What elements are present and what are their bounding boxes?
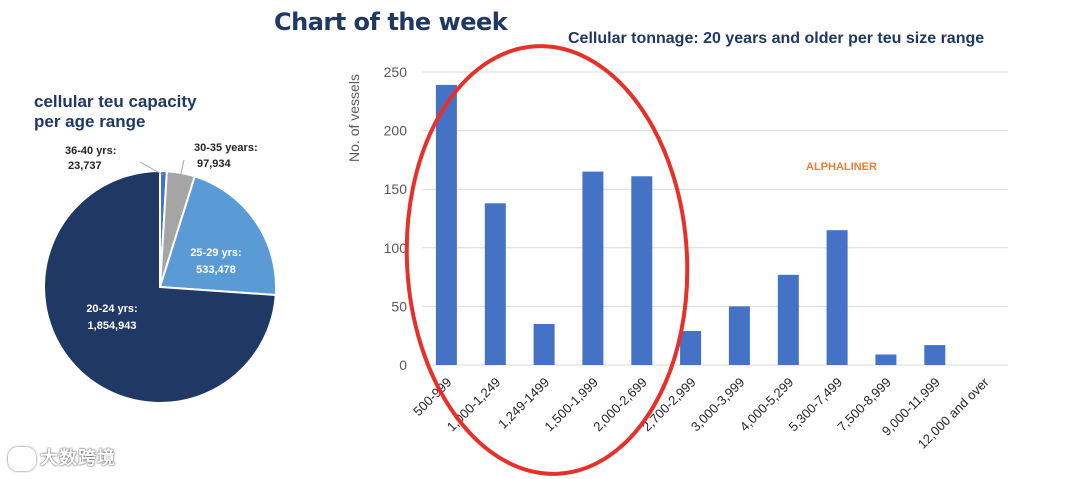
bar-500-999 [435, 84, 457, 366]
ytick-100: 100 [384, 240, 408, 256]
headline: Chart of the week [274, 8, 508, 36]
ytick-50: 50 [391, 298, 407, 314]
xtick-500-999: 500-999 [410, 375, 454, 419]
watermark: 大数跨境 [8, 444, 116, 472]
watermark-text: 大数跨境 [40, 448, 116, 468]
watermark-logo-icon [8, 447, 36, 472]
bar-5,300-7,499 [826, 230, 848, 365]
alphaliner-brand: ALPHALINER [806, 161, 877, 173]
pie-value-20-24: 1,854,943 [88, 320, 137, 332]
bar-4,000-5,299 [777, 274, 799, 365]
pie-slice-25-29 [158, 175, 277, 297]
pie-leader-30-35 [179, 159, 185, 177]
highlight-circle [404, 44, 690, 476]
ytick-200: 200 [384, 123, 408, 139]
bar-2,700-2,999 [680, 331, 702, 365]
pie-value-25-29: 533,478 [196, 264, 236, 276]
pie-value-30-35: 97,934 [197, 158, 232, 170]
pie-label-25-29: 25-29 yrs: [190, 247, 241, 259]
pie-leader-36-40 [139, 161, 164, 176]
bar-7,500-8,999 [875, 354, 897, 365]
pie-title-line2: per age range [34, 112, 146, 131]
bar-chart-title: Cellular tonnage: 20 years and older per… [568, 30, 985, 47]
pie-label-20-24: 20-24 yrs: [86, 303, 137, 315]
bar-1,500-1,999 [582, 171, 604, 365]
y-axis-label: No. of vessels [346, 74, 362, 162]
pie-label-30-35: 30-35 years: [194, 142, 258, 154]
pie-slice-20-24 [43, 169, 277, 404]
ytick-0: 0 [399, 357, 407, 373]
bar-3,000-3,999 [728, 306, 750, 365]
bar-1,000-1,249 [484, 203, 506, 365]
pie-title: cellular teu capacity per age range [34, 92, 197, 132]
pie-label-36-40: 36-40 yrs: [65, 145, 116, 157]
bar-9,000-11,999 [924, 345, 946, 365]
bar-1,249-1499 [533, 324, 555, 365]
ytick-250: 250 [384, 64, 408, 80]
bar-2,000-2,699 [631, 176, 653, 365]
pie-value-36-40: 23,737 [68, 160, 102, 172]
pie-title-line1: cellular teu capacity [34, 92, 197, 111]
ytick-150: 150 [384, 181, 408, 197]
